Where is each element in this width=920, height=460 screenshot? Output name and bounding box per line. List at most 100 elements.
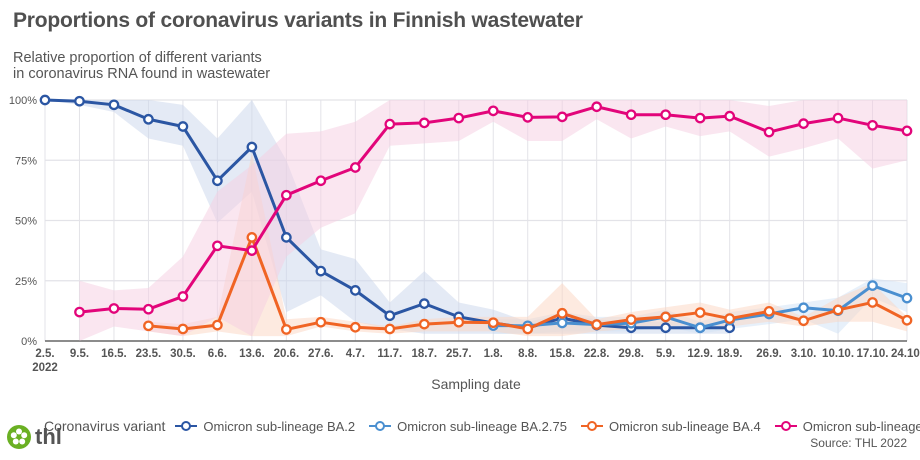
data-point: [108, 303, 120, 314]
data-point: [798, 118, 809, 129]
x-tick-label: 16.5.: [101, 348, 127, 360]
data-point: [108, 99, 120, 111]
series-lines: [39, 94, 913, 335]
x-tick-label: 1.8.: [484, 348, 503, 360]
chart-subtitle: Relative proportion of different variant…: [13, 50, 413, 82]
data-point: [281, 324, 292, 335]
x-tick-label: 15.8.: [549, 348, 575, 360]
data-point: [349, 321, 361, 333]
line-chart: 2.5. 9.5. 16.5. 23.5. 30.5. 6.6. 13.6. 20.6. 27.…: [9, 94, 920, 392]
x-tick-label: 10.10.: [822, 348, 854, 360]
data-point: [281, 232, 292, 243]
confidence-band: [45, 100, 730, 334]
data-point: [143, 113, 154, 125]
x-tick-label: 13.6.: [239, 348, 265, 360]
x-tick-label: 3.10.: [791, 348, 817, 360]
legend-title: Coronavirus variant: [44, 418, 166, 434]
data-point: [418, 318, 430, 330]
data-point: [246, 141, 258, 153]
data-point: [315, 265, 327, 277]
data-point: [694, 322, 706, 334]
legend: Coronavirus variant Omicron sub-lineage …: [44, 418, 920, 434]
x-tick-label: 2.5.: [35, 348, 54, 360]
data-point: [724, 313, 736, 324]
x-tick-label: 20.6.: [274, 348, 300, 360]
data-point: [349, 285, 361, 296]
data-point: [487, 317, 499, 329]
data-point: [660, 322, 671, 334]
x-tick-label: 9.5.: [70, 348, 89, 360]
data-point: [281, 189, 292, 201]
x-tick-label: 17.10.: [857, 348, 889, 360]
data-point: [177, 121, 189, 132]
legend-item[interactable]: Omicron sub-lineage BA.2.75: [369, 419, 567, 434]
y-tick-label: 25%: [15, 276, 37, 288]
x-tick-label: 11.7.: [377, 348, 402, 360]
data-point: [418, 117, 430, 129]
y-tick-label: 0%: [21, 336, 37, 348]
data-point: [763, 306, 775, 317]
data-point: [832, 304, 844, 316]
data-point: [143, 320, 154, 332]
x-tick-label: 25.7.: [446, 348, 472, 360]
x-tick-label: 18.7.: [411, 348, 437, 360]
data-point: [349, 162, 361, 173]
data-point: [384, 310, 396, 322]
legend-item[interactable]: Omicron sub-lineage BA.5: [774, 418, 920, 434]
subtitle-line: Relative proportion of different variant…: [13, 50, 262, 66]
x-tick-label: 18.9.: [717, 348, 743, 360]
legend-label: Omicron sub-lineage BA.4: [608, 418, 761, 434]
data-point: [591, 101, 603, 113]
legend-label: Omicron sub-lineage BA.2: [203, 418, 356, 434]
data-point: [384, 323, 396, 335]
data-point: [901, 292, 913, 304]
data-point: [625, 314, 637, 325]
data-point: [177, 291, 189, 302]
legend-label: Omicron sub-lineage BA.2.75: [397, 418, 567, 434]
legend-label: Omicron sub-lineage BA.5: [802, 418, 920, 434]
data-point: [384, 118, 396, 130]
data-point: [694, 307, 706, 318]
x-tick-label: 22.8.: [584, 348, 610, 360]
data-point: [763, 126, 775, 138]
x-tick-label: 29.8.: [618, 348, 644, 360]
data-point: [832, 112, 844, 124]
data-point: [212, 319, 223, 331]
chart-title: Proportions of coronavirus variants in F…: [13, 9, 583, 32]
legend-item[interactable]: Omicron sub-lineage BA.4: [580, 418, 761, 434]
x-tick-label: 24.10.: [891, 348, 920, 360]
subtitle-line: in coronavirus RNA found in wastewater: [13, 66, 271, 82]
data-point: [487, 105, 499, 117]
data-point: [660, 109, 671, 121]
data-point: [522, 112, 534, 123]
data-point: [74, 95, 85, 107]
data-point: [556, 111, 568, 123]
data-point: [724, 110, 736, 122]
legend-marker-icon: [580, 420, 603, 432]
data-point: [418, 298, 430, 309]
x-tick-label: 8.8.: [518, 348, 537, 360]
data-point: [453, 316, 465, 328]
data-point: [246, 245, 258, 256]
data-point: [901, 125, 913, 137]
data-point: [556, 317, 568, 329]
source-note: Source: THL 2022: [810, 436, 907, 450]
x-tick-label: 26.9.: [756, 348, 782, 360]
data-point: [522, 323, 534, 335]
confidence-band: [79, 100, 908, 341]
thl-logo: thl: [6, 424, 62, 450]
x-tick-label: 27.6.: [308, 348, 334, 360]
x-tick-label: 23.5.: [136, 348, 162, 360]
data-point: [246, 232, 258, 243]
x-tick-label: 6.6.: [208, 348, 227, 360]
data-point: [867, 297, 878, 308]
data-point: [212, 240, 223, 252]
legend-marker-icon: [175, 420, 198, 432]
data-point: [143, 303, 154, 315]
flower-logo-icon: [7, 425, 31, 449]
legend-item[interactable]: Omicron sub-lineage BA.2: [175, 419, 355, 434]
data-point: [625, 109, 637, 121]
x-tick-year: 2022: [32, 362, 58, 374]
data-point: [901, 314, 913, 326]
legend-marker-icon: [774, 420, 797, 432]
